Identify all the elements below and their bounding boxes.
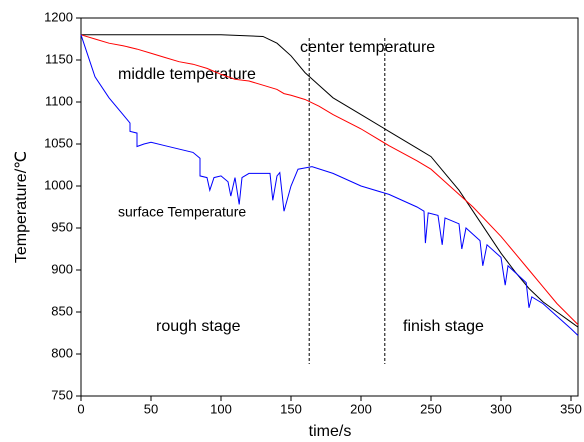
series-line [81,34,579,328]
x-tick-label: 0 [77,401,84,416]
y-tick-label: 1200 [44,9,73,24]
y-tick-label: 900 [51,261,73,276]
series-line [80,34,579,325]
y-axis-label: Temperature/℃ [13,151,30,263]
y-tick-label: 1050 [44,135,73,150]
annotation: rough stage [156,318,241,335]
x-axis-label: time/s [309,423,352,440]
annotation: center temperature [300,39,435,56]
x-tick-label: 50 [144,401,158,416]
x-tick-label: 250 [420,401,442,416]
plot-frame [80,17,579,397]
y-tick-label: 950 [51,219,73,234]
x-tick-label: 200 [350,401,372,416]
y-tick-label: 850 [51,303,73,318]
annotation: surface Temperature [118,204,246,220]
x-tick-label: 150 [280,401,302,416]
annotation: middle temperature [118,66,256,83]
series-line [80,34,579,336]
y-tick-label: 1100 [45,93,73,108]
x-tick-label: 100 [210,401,232,416]
x-tick-label: 300 [490,401,512,416]
x-tick-label: 350 [560,401,582,416]
y-tick-label: 750 [51,387,73,402]
y-tick-label: 1150 [45,51,73,66]
y-tick-label: 800 [51,345,73,360]
y-tick-label: 1000 [44,177,73,192]
annotation: finish stage [403,318,484,335]
